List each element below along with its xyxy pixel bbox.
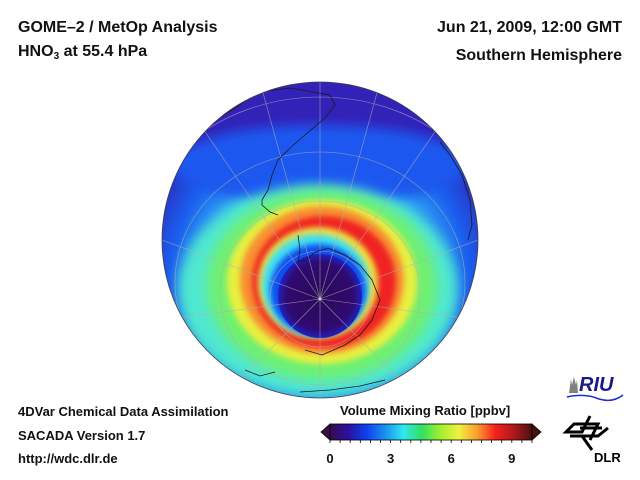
species-level: at 55.4 hPa [59,43,148,60]
species-subscript: 3 [53,51,60,62]
colorbar-tick-label: 9 [508,451,516,466]
footer-version: SACADA Version 1.7 [18,428,146,443]
datetime-label: Jun 21, 2009, 12:00 GMT [437,19,622,36]
globe-outline [161,81,479,399]
footer-url[interactable]: http://wdc.dlr.de [18,451,118,466]
title-species: HNO3 at 55.4 hPa [18,43,147,62]
coast-africa [439,141,473,241]
colorbar [320,423,542,443]
river-icon [566,394,624,402]
coastlines [214,87,473,393]
cathedral-icon [569,377,578,393]
coast-south-america [214,87,336,216]
south-pole-marker [318,297,322,301]
coast-island [244,369,276,377]
colorbar-title: Volume Mixing Ratio [ppbv] [340,403,511,418]
dlr-bird-icon [562,415,609,451]
colorbar-tick-label: 0 [326,451,334,466]
riu-logo: RIU [566,374,624,402]
colorbar-extend-max [531,423,542,441]
colorbar-gradient [329,423,533,441]
dlr-logo: DLR [562,415,621,465]
species-main: HNO [18,43,54,60]
footer-method: 4DVar Chemical Data Assimilation [18,404,229,419]
colorbar-tick-label: 3 [386,451,395,466]
coast-australia [299,379,386,393]
region-label: Southern Hemisphere [455,47,622,64]
riu-text: RIU [579,374,614,396]
graticule [162,82,478,398]
colorbar-tick-label: 6 [447,451,455,466]
colorbar-extend-min [320,423,331,441]
globe-field [162,82,478,398]
dlr-text: DLR [594,450,621,465]
title-instrument: GOME–2 / MetOp Analysis [18,19,218,36]
coast-antarctica [297,234,381,356]
